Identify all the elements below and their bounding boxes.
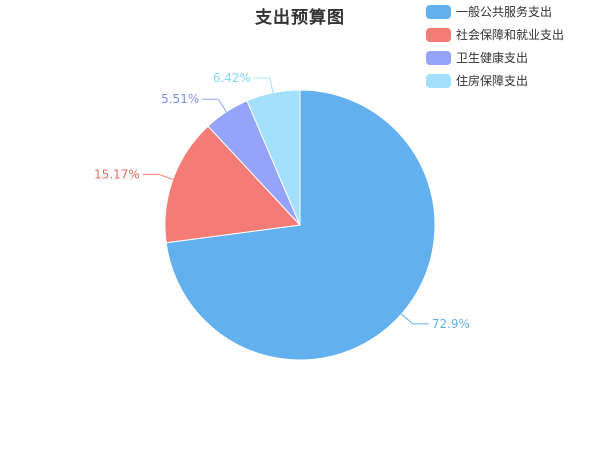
chart-title: 支出预算图 <box>255 8 345 28</box>
legend-swatch <box>426 4 451 19</box>
label-leader-line-2 <box>202 98 227 113</box>
legend-label: 一般公共服务支出 <box>456 5 553 19</box>
legend-swatch <box>426 27 451 42</box>
legend-item-social-security[interactable]: 社会保障和就业支出 <box>426 26 596 43</box>
legend-label: 卫生健康支出 <box>456 51 529 65</box>
data-label-3: 6.42% <box>213 71 251 85</box>
legend-swatch <box>426 50 451 65</box>
legend: 一般公共服务支出 社会保障和就业支出 卫生健康支出 住房保障支出 <box>426 3 596 95</box>
label-leader-line-0 <box>401 313 429 325</box>
legend-label: 社会保障和就业支出 <box>456 28 565 42</box>
legend-item-general-public-services[interactable]: 一般公共服务支出 <box>426 3 596 20</box>
legend-item-health[interactable]: 卫生健康支出 <box>426 49 596 66</box>
legend-swatch <box>426 73 451 88</box>
data-label-1: 15.17% <box>94 167 140 181</box>
label-leader-line-3 <box>253 77 274 93</box>
data-label-2: 5.51% <box>161 92 199 106</box>
data-label-0: 72.9% <box>432 317 470 331</box>
legend-label: 住房保障支出 <box>456 74 529 88</box>
label-leader-line-1 <box>142 173 174 180</box>
legend-item-housing[interactable]: 住房保障支出 <box>426 72 596 89</box>
